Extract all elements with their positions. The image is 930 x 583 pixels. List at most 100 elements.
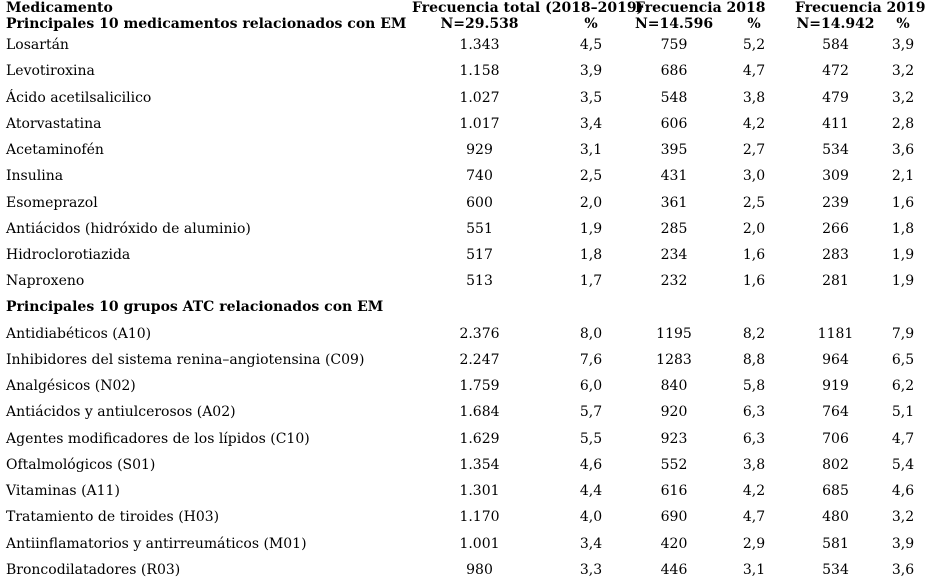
pct-2019-cell: 1,9 [891,246,915,263]
n-total-cell: 1.684 [459,404,500,421]
n-2018-cell: 232 [660,273,688,290]
atc-group-name-cell: Agentes modificadores de los lípidos (C1… [6,430,310,447]
pct-2018-header: % [747,16,761,32]
n-2019-cell: 802 [822,456,849,473]
n-2019-cell: 283 [822,246,849,263]
table-row: Agentes modificadores de los lípidos (C1… [0,426,930,452]
n-total-cell: 1.301 [459,483,500,500]
n-total-cell: 980 [466,561,493,578]
col-header-frecuencia-total: Frecuencia total (2018–2019) [412,0,644,16]
pct-2019-cell: 3,9 [891,535,915,552]
pct-2018-cell: 3,0 [742,168,766,185]
table-row: Antiácidos (hidróxido de aluminio) 551 1,9… [0,216,930,242]
n-2018-cell: 1283 [656,351,692,368]
n-total-cell: 1.343 [459,37,500,54]
table-row: Tratamiento de tiroides (H03) 1.170 4,0 690… [0,504,930,530]
pct-2019-cell: 3,9 [891,37,915,54]
n-total-cell: 1.001 [459,535,500,552]
atc-group-name-cell: Antiácidos y antiulcerosos (A02) [6,404,236,421]
table-row: Insulina 740 2,5 431 3,0 309 2,1 [0,163,930,189]
section-title: Principales 10 grupos ATC relacionados c… [6,299,384,316]
n-2019-cell: 584 [822,37,849,54]
n-2018-cell: 446 [660,561,688,578]
section-title: Principales 10 medicamentos relacionados… [6,16,407,32]
table-row: Antidiabéticos (A10) 2.376 8,0 1195 8,2 1181 7… [0,321,930,347]
atc-group-name-cell: Vitaminas (A11) [6,483,120,500]
n-2018-cell: 616 [660,483,688,500]
drug-name-cell: Levotiroxina [6,63,95,80]
pct-total-cell: 3,4 [579,115,603,132]
n-total-cell: 1.170 [459,509,500,526]
pct-2019-cell: 3,2 [891,63,915,80]
table-row: Analgésicos (N02) 1.759 6,0 840 5,8 919 6,2 [0,373,930,399]
n-2019-cell: 281 [822,273,849,290]
pct-total-cell: 3,5 [579,89,603,106]
n-total-cell: 513 [466,273,493,290]
pct-total-cell: 2,5 [579,168,603,185]
pct-total-cell: 4,4 [579,483,603,500]
n-total-cell: 740 [466,168,493,185]
atc-group-name-cell: Broncodilatadores (R03) [6,561,181,578]
n-total-header: N=29.538 [440,16,519,32]
table-row: Antiácidos y antiulcerosos (A02) 1.684 5,7… [0,399,930,425]
pct-total-cell: 6,0 [579,378,603,395]
pct-total-cell: 3,9 [579,63,603,80]
pct-2018-cell: 3,8 [742,456,766,473]
pct-2019-cell: 3,2 [891,89,915,106]
table-row: Acetaminofén 929 3,1 395 2,7 534 3,6 [0,137,930,163]
pct-total-cell: 1,9 [579,220,603,237]
pct-2018-cell: 1,6 [742,273,766,290]
n-2018-cell: 420 [660,535,688,552]
n-total-cell: 600 [466,194,493,211]
pct-2018-cell: 3,1 [742,561,766,578]
n-2019-cell: 411 [822,115,849,132]
pct-2019-cell: 3,6 [891,561,915,578]
col-header-frecuencia-2018: Frecuencia 2018 [635,0,766,16]
pct-2018-cell: 6,3 [742,430,766,447]
n-2019-header: N=14.942 [796,16,875,32]
section-header-row-grupos-atc: Principales 10 grupos ATC relacionados c… [0,294,930,320]
n-2019-cell: 239 [822,194,849,211]
n-2019-cell: 706 [822,430,849,447]
pct-2019-cell: 4,7 [891,430,915,447]
pct-2018-cell: 4,7 [742,63,766,80]
pct-2019-cell: 1,9 [891,273,915,290]
n-2018-cell: 361 [660,194,688,211]
drug-name-cell: Losartán [6,37,69,54]
pct-2018-cell: 8,2 [742,325,766,342]
pct-2018-cell: 5,2 [742,37,766,54]
table-row: Esomeprazol 600 2,0 361 2,5 239 1,6 [0,189,930,215]
n-2019-cell: 472 [822,63,849,80]
n-2018-header: N=14.596 [635,16,714,32]
pct-2018-cell: 2,0 [742,220,766,237]
table-row: Oftalmológicos (S01) 1.354 4,6 552 3,8 802 5,4 [0,452,930,478]
col-header-medicamento: Medicamento [6,0,113,16]
pct-total-cell: 1,7 [579,273,603,290]
table-row: Ácido acetilsalicilico 1.027 3,5 548 3,8 479 3… [0,84,930,110]
pct-total-cell: 4,6 [579,456,603,473]
pct-2019-cell: 1,8 [891,220,915,237]
pct-2018-cell: 4,7 [742,509,766,526]
column-header-row: Medicamento Frecuencia total (2018–2019)… [0,0,930,16]
n-total-cell: 2.247 [459,351,500,368]
pct-2019-cell: 3,6 [891,142,915,159]
pct-total-cell: 3,4 [579,535,603,552]
n-2019-cell: 919 [822,378,849,395]
n-2018-cell: 548 [660,89,688,106]
pct-2018-cell: 4,2 [742,115,766,132]
drug-name-cell: Antiácidos (hidróxido de aluminio) [6,220,251,237]
pct-2019-cell: 3,2 [891,509,915,526]
n-2019-cell: 764 [822,404,849,421]
empty-cell [412,294,930,320]
atc-group-name-cell: Analgésicos (N02) [6,378,136,395]
drug-name-cell: Naproxeno [6,273,85,290]
n-total-cell: 1.027 [459,89,500,106]
pct-2018-cell: 2,9 [742,535,766,552]
drug-name-cell: Acetaminofén [6,142,104,159]
n-2018-cell: 395 [660,142,688,159]
n-2019-cell: 480 [822,509,849,526]
pct-2019-cell: 2,8 [891,115,915,132]
table-row: Levotiroxina 1.158 3,9 686 4,7 472 3,2 [0,58,930,84]
pct-2019-cell: 1,6 [891,194,915,211]
